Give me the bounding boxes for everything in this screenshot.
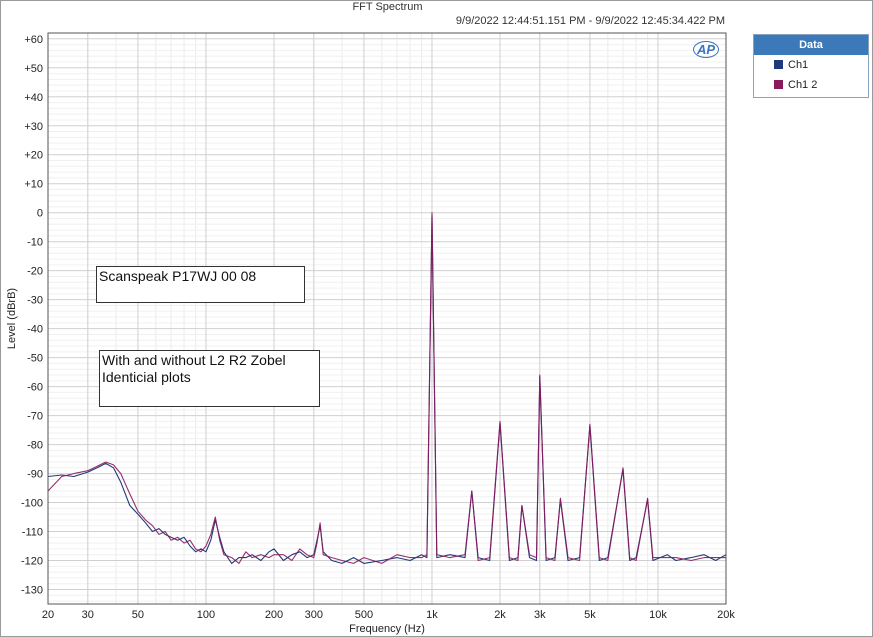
y-tick-label: +30 — [24, 121, 43, 133]
y-tick-label: -100 — [21, 498, 43, 510]
y-tick-label: -40 — [27, 324, 43, 336]
x-tick-label: 5k — [584, 609, 596, 621]
major-grid — [47, 33, 727, 604]
y-tick-label: -120 — [21, 556, 43, 568]
y-tick-label: -130 — [21, 585, 43, 597]
x-tick-label: 20 — [42, 609, 54, 621]
legend-label-ch1-2: Ch1 2 — [788, 79, 818, 91]
y-tick-label: -10 — [27, 237, 43, 249]
chart-subtitle: 9/9/2022 12:44:51.151 PM - 9/9/2022 12:4… — [455, 15, 725, 27]
x-tick-label: 3k — [534, 609, 546, 621]
x-tick-label: 30 — [82, 609, 94, 621]
y-tick-label: -80 — [27, 440, 43, 452]
legend-title: Data — [754, 35, 868, 55]
plot-border — [47, 32, 727, 605]
x-tick-label: 20k — [717, 609, 735, 621]
series-line-ch1-2 — [47, 212, 726, 564]
annotation-note: With and without L2 R2 Zobel Identicial … — [99, 350, 320, 407]
minor-grid — [48, 32, 726, 604]
x-tick-label: 50 — [132, 609, 144, 621]
x-tick-label: 300 — [305, 609, 323, 621]
y-tick-label: +60 — [24, 34, 43, 46]
x-axis-label: Frequency (Hz) — [349, 623, 425, 635]
x-tick-label: 500 — [355, 609, 373, 621]
x-tick-label: 100 — [197, 609, 215, 621]
legend-label-ch1: Ch1 — [788, 59, 809, 71]
legend-item-ch1-2[interactable]: Ch1 2 — [754, 75, 868, 95]
y-axis-label: Level (dBrB) — [6, 288, 18, 349]
ap-logo-icon: AP — [693, 41, 720, 58]
x-tick-label: 200 — [265, 609, 283, 621]
legend-swatch-ch1-2 — [774, 80, 783, 89]
ap-logo-text: AP — [693, 41, 720, 58]
legend-item-ch1[interactable]: Ch1 — [754, 55, 868, 75]
y-tick-label: 0 — [37, 208, 43, 220]
annotation-device: Scanspeak P17WJ 00 08 — [96, 266, 305, 303]
legend-swatch-ch1 — [774, 60, 783, 69]
y-tick-label: -70 — [27, 411, 43, 423]
y-tick-label: +50 — [24, 63, 43, 75]
y-tick-labels: +60 +50 +40 +30 +20 +10 0 -10 -20 -30 -40 -50 -60 -70… — [21, 34, 43, 597]
y-tick-label: +20 — [24, 150, 43, 162]
x-tick-label: 10k — [649, 609, 667, 621]
y-tick-label: +10 — [24, 179, 43, 191]
legend: Data Ch1 Ch1 2 — [753, 34, 869, 98]
chart-title: FFT Spectrum — [352, 1, 423, 13]
y-tick-label: -20 — [27, 266, 43, 278]
y-tick-label: -110 — [22, 527, 43, 539]
y-tick-label: -90 — [27, 469, 43, 481]
y-tick-label: -30 — [27, 295, 43, 307]
x-tick-labels: 20 30 50 100 200 300 500 1k 2k 3k 5k 10k 20k — [42, 609, 735, 621]
series-layer — [47, 212, 727, 564]
x-tick-label: 1k — [426, 609, 438, 621]
x-tick-label: 2k — [494, 609, 506, 621]
y-tick-label: -50 — [27, 353, 43, 365]
y-tick-label: -60 — [27, 382, 43, 394]
y-tick-label: +40 — [24, 92, 43, 104]
